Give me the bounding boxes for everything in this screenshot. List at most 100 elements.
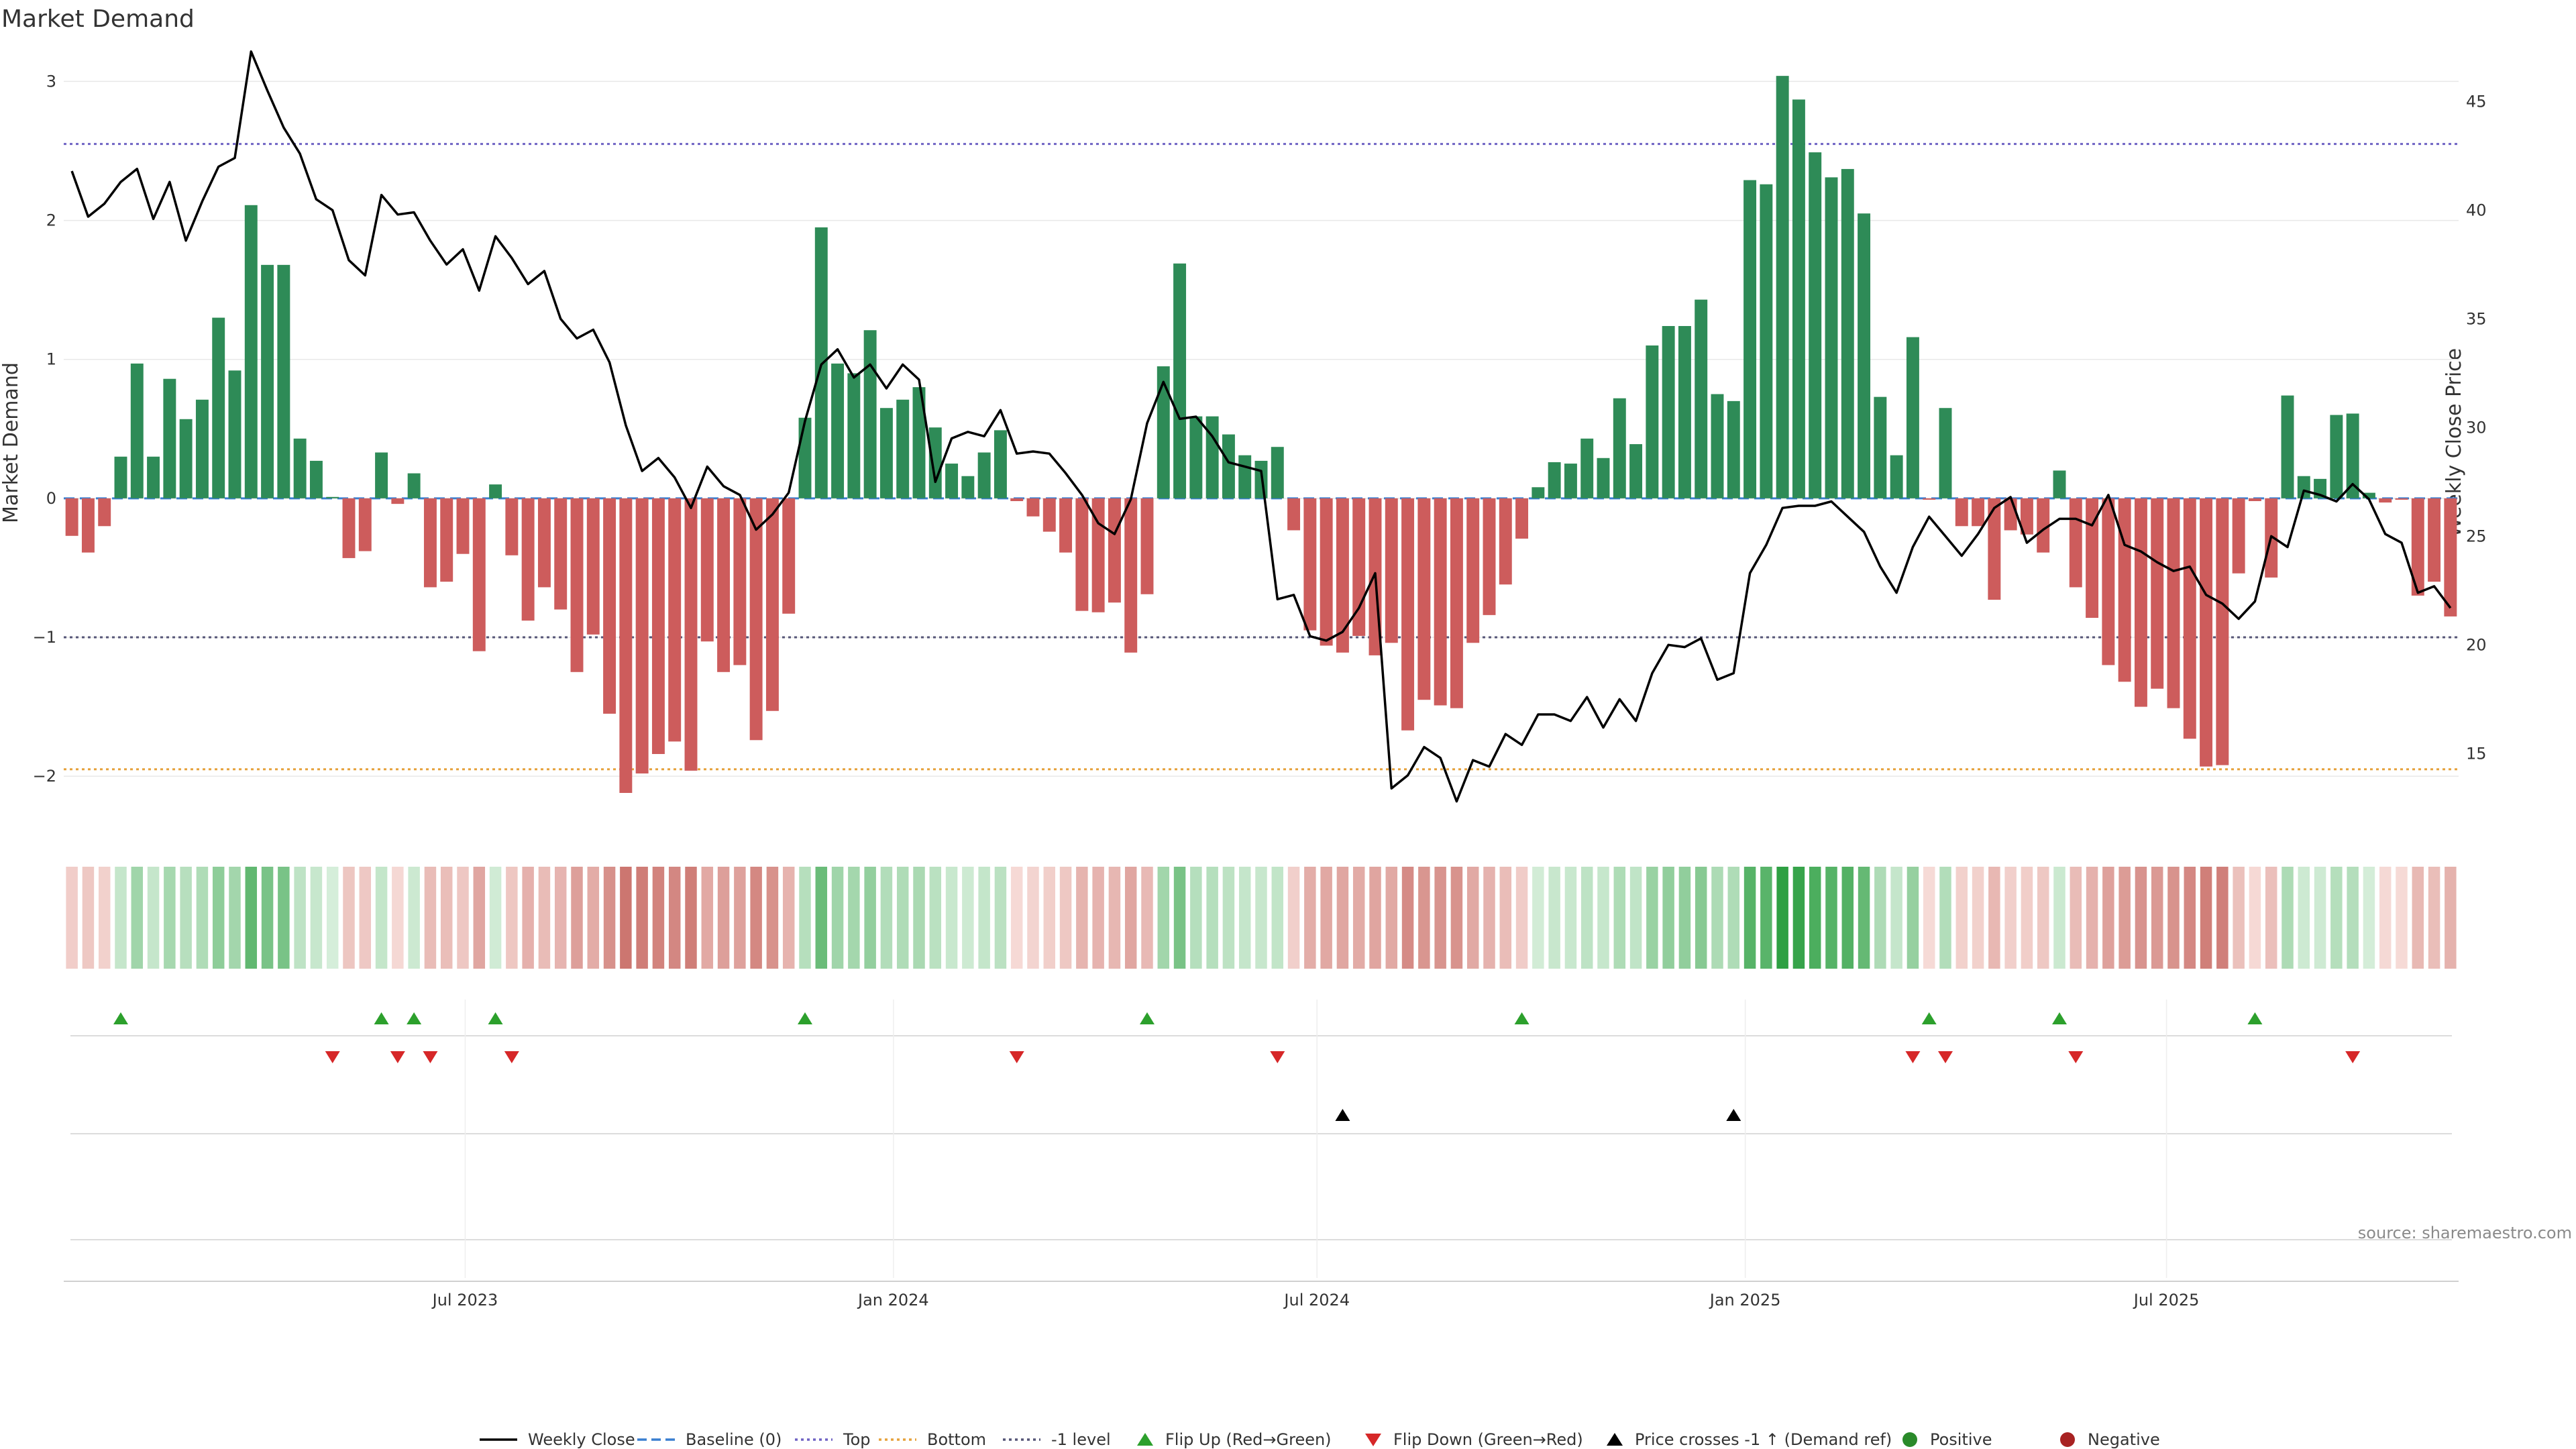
heat-cell	[1238, 867, 1251, 969]
heat-cell	[2151, 867, 2163, 969]
demand-bar	[1010, 498, 1024, 501]
heat-cell	[652, 867, 665, 969]
heat-cell	[392, 867, 404, 969]
demand-bar	[1906, 337, 1919, 498]
demand-bar	[1401, 498, 1415, 731]
heat-cell	[1255, 867, 1267, 969]
demand-bar	[1483, 498, 1496, 615]
demand-bar	[2379, 498, 2392, 503]
legend-item-positive: Positive	[1902, 1430, 1992, 1449]
heat-cell	[2249, 867, 2261, 969]
demand-bar	[1890, 455, 1903, 498]
demand-bar	[2069, 498, 2082, 588]
demand-bar	[684, 498, 698, 771]
demand-bar	[863, 330, 877, 498]
heat-cell	[115, 867, 127, 969]
right-tick-label: 35	[2466, 309, 2487, 328]
weekly-close-line	[70, 50, 2452, 803]
heat-cell	[1874, 867, 1886, 969]
heat-cell	[2330, 867, 2343, 969]
demand-bar	[1222, 434, 1235, 498]
legend-label: Baseline (0)	[686, 1430, 782, 1449]
demand-bar	[1287, 498, 1301, 531]
demand-bar	[391, 498, 405, 504]
heat-cell	[668, 867, 681, 969]
heat-cell	[864, 867, 876, 969]
flip-up-marker	[1514, 1012, 1529, 1024]
demand-bar	[2216, 498, 2229, 765]
heat-cell	[1124, 867, 1137, 969]
demand-bar	[2281, 395, 2294, 498]
demand-bar	[1580, 438, 1594, 498]
heat-cell	[1010, 867, 1023, 969]
demand-bar	[2086, 498, 2099, 618]
heat-cell	[2445, 867, 2457, 969]
demand-bar	[651, 498, 665, 754]
demand-bar	[1385, 498, 1398, 643]
heat-cell	[1629, 867, 1642, 969]
heat-cell	[1988, 867, 2000, 969]
heat-cell	[408, 867, 420, 969]
heat-cell	[717, 867, 730, 969]
flip-up-marker	[488, 1012, 503, 1024]
right-tick-label: 20	[2466, 635, 2487, 654]
heat-cell	[278, 867, 290, 969]
heat-cell	[815, 867, 828, 969]
demand-bar	[1189, 416, 1203, 498]
legend-label: Positive	[1930, 1430, 1992, 1449]
demand-bar	[945, 464, 959, 498]
heat-cell	[1760, 867, 1772, 969]
legend-item-baseline: Baseline (0)	[637, 1430, 782, 1449]
heat-cell	[261, 867, 274, 969]
demand-bar	[261, 264, 274, 498]
heat-cell	[1108, 867, 1121, 969]
demand-bar	[1303, 498, 1317, 631]
heat-cell	[1173, 867, 1186, 969]
demand-bar	[1727, 400, 1740, 498]
heat-cell	[1972, 867, 1984, 969]
demand-bar	[2346, 413, 2359, 498]
legend-item-bottom: Bottom	[879, 1430, 986, 1449]
demand-bar	[2297, 476, 2310, 498]
heat-cell	[831, 867, 844, 969]
demand-bar	[1026, 498, 1040, 517]
heat-cell	[1027, 867, 1039, 969]
demand-bar	[1450, 498, 1463, 708]
heat-cell	[766, 867, 779, 969]
demand-bar	[1336, 498, 1349, 653]
demand-bar	[570, 498, 584, 672]
heat-cell	[196, 867, 209, 969]
heat-cell	[1890, 867, 1902, 969]
demand-bar	[2200, 498, 2213, 767]
flip-down-marker	[2068, 1051, 2084, 1063]
legend-swatch	[1137, 1433, 1153, 1446]
right-tick-label: 30	[2466, 418, 2487, 437]
heat-cell	[2314, 867, 2326, 969]
heat-cell	[1841, 867, 1854, 969]
demand-bar	[1613, 398, 1626, 498]
flip-up-marker	[1921, 1012, 1937, 1024]
flip-down-marker	[1270, 1051, 1285, 1063]
heat-cell	[1548, 867, 1560, 969]
flip-down-marker	[1009, 1051, 1024, 1063]
heat-cell	[1792, 867, 1805, 969]
demand-bar	[1238, 455, 1252, 498]
demand-bar	[586, 498, 600, 635]
demand-bar	[765, 498, 779, 711]
heat-cell	[1515, 867, 1528, 969]
heat-cell	[2265, 867, 2277, 969]
heat-cell	[375, 867, 388, 969]
legend-label: Bottom	[927, 1430, 986, 1449]
heat-cell	[978, 867, 990, 969]
demand-bar	[1124, 498, 1138, 653]
heat-cell	[343, 867, 355, 969]
demand-bar	[749, 498, 763, 741]
demand-bar	[326, 496, 339, 498]
demand-bar	[782, 498, 796, 614]
reference-lines	[64, 143, 2459, 771]
demand-bar	[375, 452, 388, 498]
demand-bar	[212, 317, 225, 498]
legend-swatch	[2060, 1432, 2075, 1447]
demand-bar	[1988, 498, 2001, 600]
heat-cell	[880, 867, 893, 969]
